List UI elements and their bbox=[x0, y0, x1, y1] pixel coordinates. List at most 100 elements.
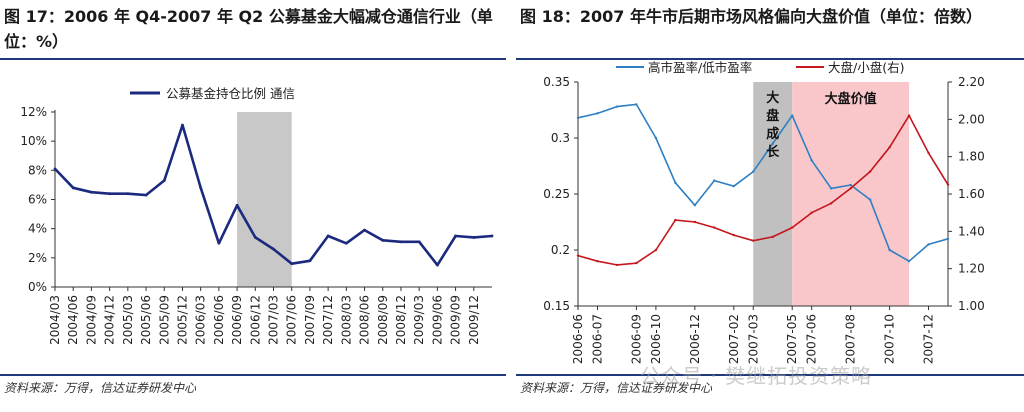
telecom-holding-point bbox=[326, 234, 330, 238]
growth-annotation-char: 长 bbox=[766, 144, 780, 160]
large-small-cap-point bbox=[888, 146, 891, 149]
large-small-cap-point bbox=[576, 254, 580, 257]
telecom-holding-point bbox=[290, 262, 294, 266]
large-small-cap-point bbox=[674, 218, 677, 222]
growth-annotation-char: 盘 bbox=[766, 108, 779, 124]
large-small-cap-point bbox=[829, 202, 833, 205]
y-tick-label: 2% bbox=[28, 251, 47, 265]
x-tick-label: 2005/09 bbox=[157, 295, 171, 345]
high-low-pe-point bbox=[791, 114, 794, 117]
watermark-text: 公众号 · 樊继拓投资策略 bbox=[640, 364, 873, 388]
shaded-period bbox=[753, 82, 793, 306]
high-low-pe-point bbox=[576, 116, 580, 120]
large-small-cap-point bbox=[810, 211, 813, 214]
high-low-pe-point bbox=[868, 198, 872, 201]
telecom-holding-point bbox=[71, 186, 75, 190]
right-y-tick-label: 2.20 bbox=[958, 75, 985, 89]
telecom-holding-point bbox=[162, 179, 166, 182]
large-small-cap-point bbox=[596, 260, 599, 263]
telecom-holding-point bbox=[181, 123, 184, 127]
right-bottom-rule bbox=[516, 374, 1024, 376]
left-chart-panel: 图 17：2006 年 Q4-2007 年 Q2 公募基金大幅减仓通信行业（单位… bbox=[0, 0, 506, 412]
high-low-pe-point bbox=[810, 159, 813, 162]
x-tick-label: 2009/03 bbox=[412, 295, 426, 345]
high-low-pe-point bbox=[907, 260, 911, 263]
right-y-tick-label: 1.80 bbox=[958, 150, 985, 164]
large-small-cap-point bbox=[946, 183, 950, 186]
x-tick-label: 2009/09 bbox=[449, 295, 463, 345]
large-small-cap-point bbox=[713, 226, 716, 229]
left-bottom-rule bbox=[0, 374, 506, 376]
x-tick-label: 2007/12 bbox=[321, 295, 335, 345]
x-tick-label: 2006-10 bbox=[649, 314, 663, 364]
telecom-holding-point bbox=[235, 203, 239, 207]
legend-label: 公募基金持仓比例 通信 bbox=[166, 86, 295, 101]
high-low-pe-point bbox=[596, 112, 599, 115]
shaded-period bbox=[792, 82, 910, 306]
high-low-pe-point bbox=[615, 105, 619, 108]
x-tick-label: 2007-02 bbox=[727, 314, 741, 364]
large-small-cap-point bbox=[615, 263, 619, 267]
x-tick-label: 2005/06 bbox=[139, 295, 153, 345]
high-low-pe-point bbox=[888, 248, 891, 252]
x-tick-label: 2007-06 bbox=[805, 314, 819, 364]
y-tick-label: 8% bbox=[28, 163, 47, 177]
legend-label-pe: 高市盈率/低市盈率 bbox=[648, 60, 752, 75]
right-chart-source: 资料来源：万得，信达证券研发中心 bbox=[520, 381, 713, 395]
high-low-pe-point bbox=[674, 181, 677, 184]
telecom-holding-point bbox=[253, 236, 257, 239]
x-tick-label: 2007-12 bbox=[922, 314, 936, 364]
left-y-tick-label: 0.15 bbox=[543, 299, 570, 313]
y-tick-label: 12% bbox=[20, 105, 47, 119]
y-tick-label: 4% bbox=[28, 222, 47, 236]
large-small-cap-point bbox=[732, 233, 735, 237]
large-small-cap-line bbox=[577, 114, 949, 266]
x-tick-label: 2006-09 bbox=[629, 314, 643, 364]
high-low-pe-point bbox=[771, 142, 774, 145]
right-line-chart: 0.15 0.2 0.25 0.3 0.35 1.00 1.20 1.40 1.60 1.80 2.… bbox=[543, 60, 985, 364]
telecom-holding-point bbox=[199, 186, 203, 190]
left-y-tick-label: 0.25 bbox=[543, 187, 570, 201]
large-small-cap-point bbox=[849, 187, 852, 190]
right-chart-title: 图 18：2007 年牛市后期市场风格偏向大盘价值（单位：倍数） bbox=[520, 7, 982, 26]
large-small-cap-point bbox=[693, 220, 697, 224]
telecom-holding-point bbox=[435, 263, 439, 267]
telecom-holding-point bbox=[308, 259, 312, 263]
large-small-cap-point bbox=[771, 235, 774, 239]
x-tick-label: 2006/06 bbox=[212, 295, 226, 345]
x-tick-label: 2004/03 bbox=[48, 295, 62, 345]
telecom-holding-point bbox=[472, 236, 476, 239]
y-tick-label: 10% bbox=[20, 134, 47, 148]
high-low-pe-point bbox=[693, 204, 697, 207]
large-small-cap-point bbox=[752, 239, 755, 242]
shaded-reduction-period bbox=[237, 112, 292, 287]
telecom-holding-point bbox=[454, 234, 457, 238]
x-tick-label: 2006/12 bbox=[248, 295, 262, 345]
large-small-cap-point bbox=[868, 170, 872, 173]
high-low-pe-line bbox=[577, 103, 949, 263]
x-tick-label: 2009/12 bbox=[467, 295, 481, 345]
high-low-pe-point bbox=[635, 103, 638, 106]
high-low-pe-point bbox=[849, 183, 852, 187]
value-annotation: 大盘价值 bbox=[825, 91, 877, 107]
telecom-holding-point bbox=[363, 228, 366, 232]
left-y-tick-label: 0.3 bbox=[551, 131, 570, 145]
high-low-pe-point bbox=[713, 179, 716, 182]
x-tick-label: 2004/09 bbox=[84, 295, 98, 345]
x-tick-label: 2008/03 bbox=[339, 295, 353, 345]
right-y-tick-label: 1.00 bbox=[958, 299, 985, 313]
left-line-chart: 0% 2% 4% 6% 8% 10% 12% 2004/03 2004/06 2004/09 200… bbox=[20, 86, 494, 345]
high-low-pe-point bbox=[927, 243, 930, 246]
x-tick-label: 2008/12 bbox=[394, 295, 408, 345]
right-chart-panel: 图 18：2007 年牛市后期市场风格偏向大盘价值（单位：倍数） 0.15 0.2… bbox=[516, 0, 1024, 412]
left-chart-title: 图 17：2006 年 Q4-2007 年 Q2 公募基金大幅减仓通信行业（单位… bbox=[4, 7, 493, 51]
x-tick-label: 2009/06 bbox=[430, 295, 444, 345]
right-title-rule bbox=[516, 58, 1024, 60]
y-tick-label: 0% bbox=[28, 280, 47, 294]
telecom-holding-point bbox=[108, 192, 112, 196]
x-tick-label: 2008/06 bbox=[358, 295, 372, 345]
x-tick-label: 2007/09 bbox=[303, 295, 317, 345]
x-tick-label: 2006/03 bbox=[194, 295, 208, 345]
y-tick-label: 6% bbox=[28, 193, 47, 207]
large-small-cap-point bbox=[654, 248, 658, 252]
